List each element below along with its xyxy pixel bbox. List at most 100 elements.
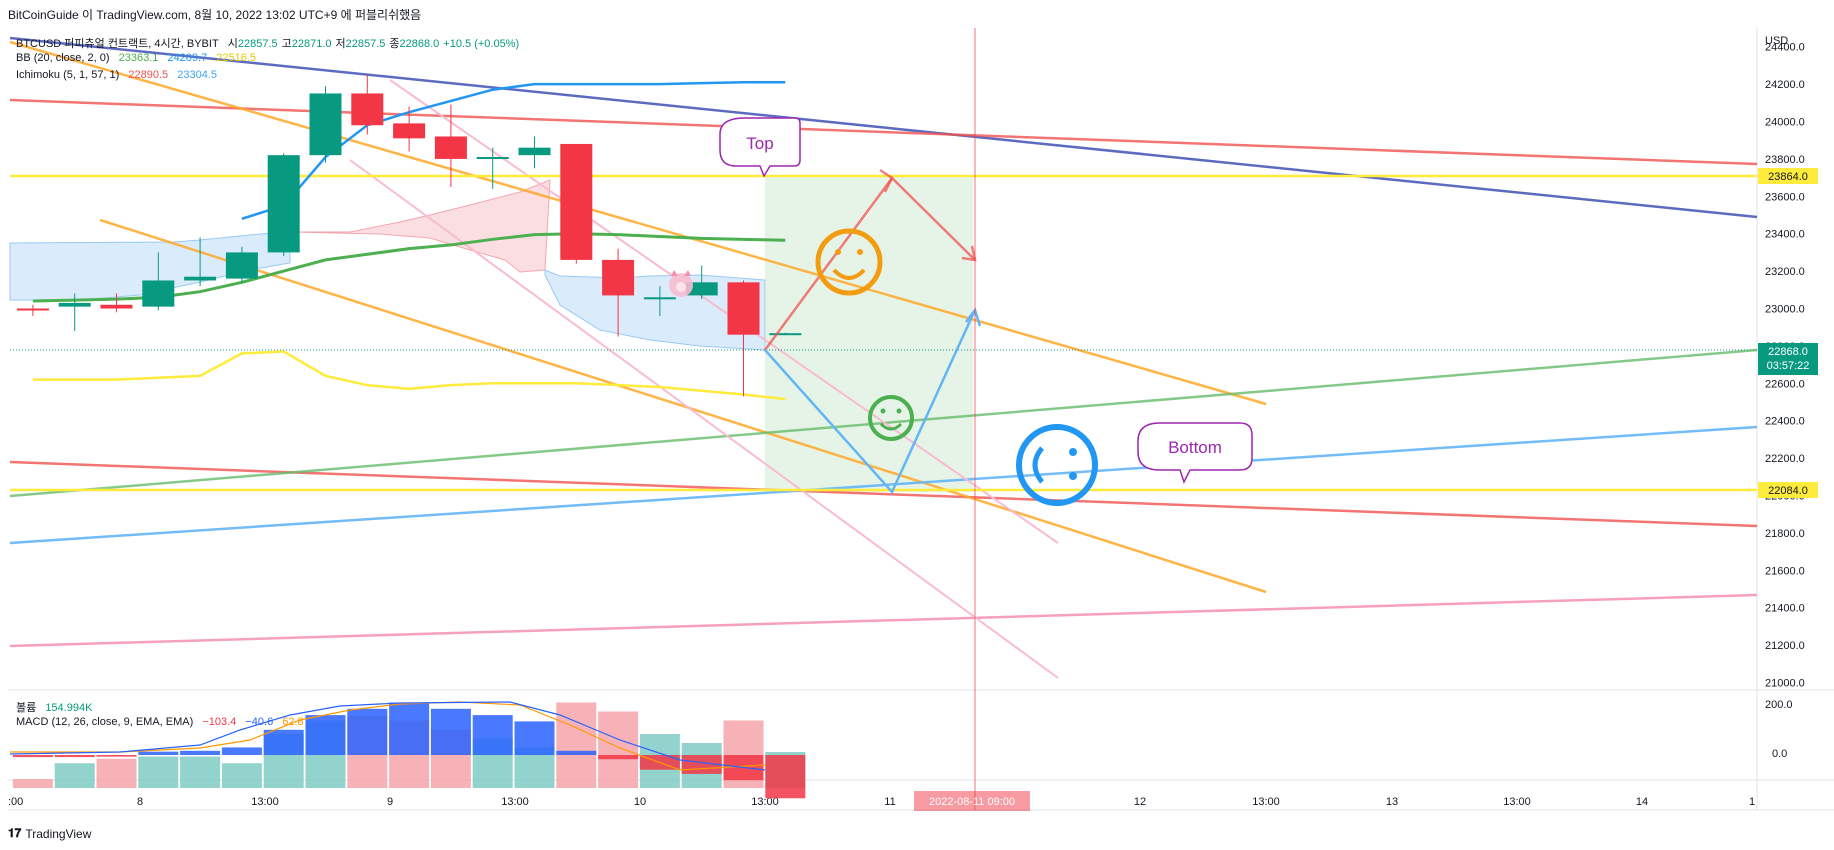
macd-histogram — [12, 702, 806, 799]
macd-histogram-bar — [180, 750, 221, 755]
price-tick-label: 23000.0 — [1765, 304, 1805, 316]
macd-name: MACD (12, 26, close, 9, EMA, EMA) — [16, 716, 194, 728]
volume-bar — [598, 711, 639, 788]
macd-histogram-bar — [12, 755, 53, 758]
trendline-blue — [9, 425, 1758, 545]
price-tick-label: 22400.0 — [1765, 416, 1805, 428]
candle-body — [100, 304, 133, 309]
macd-axis-tick-200: 200.0 — [1765, 699, 1793, 711]
macd-histogram-bar — [96, 755, 137, 757]
price-marker-current: 22868.0 03:57:22 — [1758, 343, 1818, 375]
top-speech-bubble: Top — [719, 117, 801, 178]
volume-bar — [138, 756, 179, 788]
ichimoku-legend[interactable]: Ichimoku (5, 1, 57, 1) 22890.5 23304.5 — [16, 69, 223, 81]
time-tick-label: 8 — [137, 796, 143, 808]
footer-brand: TradingView — [25, 826, 92, 841]
price-tick-label: 21600.0 — [1765, 565, 1805, 577]
price-tick-label: 24000.0 — [1765, 117, 1805, 129]
candle-body — [225, 252, 258, 279]
candle-body — [602, 259, 635, 296]
price-tick-label: 22600.0 — [1765, 378, 1805, 390]
currency-label: USD — [1765, 35, 1788, 47]
price-tick-label: 22200.0 — [1765, 453, 1805, 465]
price-marker-top: 23864.0 — [1758, 168, 1818, 184]
trendline-indigo — [9, 36, 1758, 219]
time-tick-label: 11 — [884, 796, 895, 808]
macd-histogram-bar — [305, 715, 346, 755]
macd-value-2: −40.6 — [245, 716, 274, 728]
time-tick-label: 13:00 — [751, 796, 779, 808]
macd-value-3: 62.8 — [282, 716, 304, 728]
candle-body — [643, 297, 676, 300]
volume-bar — [12, 779, 53, 788]
candle-body — [518, 147, 551, 156]
bb-value-upper: 24209.7 — [167, 52, 208, 64]
macd-axis-tick-0: 0.0 — [1772, 748, 1787, 760]
volume-bar — [180, 756, 221, 788]
price-tick-label: 24200.0 — [1765, 79, 1805, 91]
macd-legend[interactable]: MACD (12, 26, close, 9, EMA, EMA) −103.4… — [16, 716, 310, 728]
candle-body — [267, 155, 300, 253]
time-tick-label: 13:00 — [1503, 796, 1531, 808]
ichimoku-value-1: 22890.5 — [128, 69, 169, 81]
price-marker-bottom-label: 22084.0 — [1768, 485, 1808, 497]
price-tick-label: 21000.0 — [1765, 678, 1805, 690]
candle-body — [769, 333, 802, 336]
candle-body — [685, 282, 718, 296]
diagonal-pink-2 — [349, 159, 1059, 679]
candle-body — [309, 93, 342, 156]
smile-face-icon — [868, 395, 914, 441]
bottom-speech-bubble: Bottom — [1137, 422, 1253, 484]
volume-bar — [96, 758, 137, 788]
macd-histogram-bar — [514, 721, 555, 755]
macd-histogram-bar — [430, 708, 471, 755]
arrowhead-top — [879, 168, 894, 193]
time-tick-label: :00 — [8, 796, 23, 808]
volume-bar — [221, 763, 262, 788]
bb-lower-line — [32, 350, 786, 401]
candles — [16, 74, 802, 397]
bb-value-mid: 23363.1 — [118, 52, 159, 64]
candle-body — [142, 280, 175, 307]
ohlc: 시22857.5 고22871.0 저22857.5 종22868.0 +10.5 (+… — [227, 38, 520, 50]
happy-face-icon — [815, 228, 883, 296]
price-tick-label: 21400.0 — [1765, 603, 1805, 615]
time-tick-label: 13:00 — [1252, 796, 1280, 808]
time-tick-label: 10 — [634, 796, 646, 808]
macd-histogram-bar — [598, 755, 639, 760]
price-marker-top-label: 23864.0 — [1768, 171, 1808, 183]
time-tick-label: 12 — [1134, 796, 1146, 808]
macd-value-1: −103.4 — [202, 716, 237, 728]
footer[interactable]: 𝟏𝟕 TradingView — [8, 826, 91, 841]
sad-face-icon — [1016, 424, 1098, 506]
candle-body — [434, 136, 467, 159]
time-tick-label: 9 — [387, 796, 393, 808]
time-tick-label: 1 — [1749, 796, 1755, 808]
price-tick-label: 21200.0 — [1765, 640, 1805, 652]
ichimoku-cloud-red — [289, 179, 551, 273]
time-axis-ticks: :00 8 13:00 9 13:00 10 13:00 11 12 13:00 13 13:00 14… — [8, 796, 1755, 808]
symbol-legend[interactable]: BTCUSD 퍼피츄얼 컨트랙트, 4시간, BYBIT 시22857.5 고22… — [16, 35, 525, 51]
macd-histogram-bar — [263, 729, 304, 755]
volume-legend[interactable]: 볼륨 154.994K — [16, 699, 98, 715]
candle-body — [351, 93, 384, 126]
macd-histogram-bar — [138, 751, 179, 755]
price-tick-label: 23600.0 — [1765, 191, 1805, 203]
macd-histogram-bar — [221, 747, 262, 755]
ichimoku-value-2: 23304.5 — [177, 69, 217, 81]
macd-histogram-bar — [556, 750, 597, 755]
symbol-name: BTCUSD 퍼피츄얼 컨트랙트, 4시간, BYBIT — [16, 38, 219, 50]
price-marker-countdown-label: 03:57:22 — [1767, 360, 1810, 372]
crosshair-time-label: 2022-08-11 09:00 — [914, 791, 1030, 811]
tradingview-logo-icon: 𝟏𝟕 — [8, 826, 22, 840]
candle-body — [476, 157, 509, 160]
macd-histogram-bar — [472, 715, 513, 755]
bb-value-lower: 22516.5 — [216, 52, 257, 64]
bb-legend[interactable]: BB (20, close, 2, 0) 23363.1 24209.7 225… — [16, 52, 262, 64]
time-tick-label: 13 — [1386, 796, 1398, 808]
macd-histogram-bar — [765, 755, 806, 799]
candle-body — [184, 276, 217, 281]
time-tick-label: 13:00 — [501, 796, 529, 808]
